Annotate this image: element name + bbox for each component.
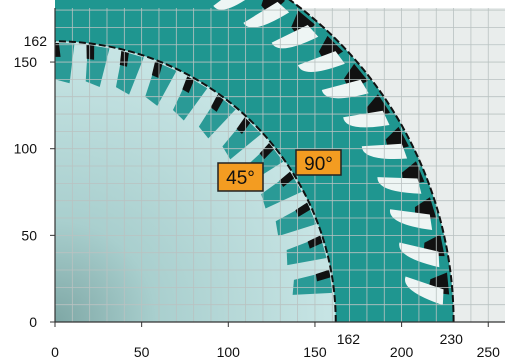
blade-45-tooth-tip xyxy=(86,44,95,60)
blade-90-gullet xyxy=(271,25,319,49)
radius-arcs xyxy=(55,0,455,322)
blade-45-tag-label: 45° xyxy=(226,168,255,189)
x-tick-label: 150 xyxy=(303,344,327,360)
x-tick-label: 100 xyxy=(217,344,241,360)
blade-45-radius-arc xyxy=(55,40,337,322)
blade-45-tooth-tip xyxy=(210,95,224,112)
blade-45-tooth xyxy=(198,95,236,139)
x-tick-label: 250 xyxy=(477,344,501,360)
blade-90-tag-box xyxy=(295,149,342,176)
blade-90-gullet xyxy=(243,1,290,28)
blade-45-tooth-tip xyxy=(151,61,163,78)
blade-90-gullet xyxy=(321,79,369,99)
blade-45-tooth-tip xyxy=(295,202,311,217)
blade-90-tag: 90° xyxy=(295,149,342,176)
blade-90-gullet xyxy=(213,0,245,10)
blade-45-tag: 45° xyxy=(217,162,264,192)
x-tick-label: 50 xyxy=(134,344,150,360)
x-tick-label: 0 xyxy=(51,344,59,360)
blade-45-tag-box xyxy=(217,162,264,192)
blade-90-gullet xyxy=(343,110,390,128)
y-tick-label: 0 xyxy=(29,314,37,330)
blade-45-body xyxy=(55,41,336,322)
tick-labels: 0 50 100 150 200 250 0 50 100 150 162 230 162 xyxy=(14,33,501,360)
x-marked-value-162: 162 xyxy=(337,331,361,347)
blade-90-gullet xyxy=(297,51,345,72)
plot-area xyxy=(55,0,505,322)
blade-45-tooth xyxy=(261,172,302,209)
y-tick-label: 50 xyxy=(21,227,37,243)
blade-90-gullet xyxy=(404,276,444,306)
blade-90-tag-label: 90° xyxy=(304,154,333,175)
blade-45-tooth xyxy=(172,77,208,121)
y-tick-label: 150 xyxy=(14,54,38,70)
axes xyxy=(54,8,505,323)
blade-45-tooth-tip xyxy=(315,269,331,282)
y-marked-value-162: 162 xyxy=(24,33,48,49)
grid xyxy=(55,8,505,322)
blade-90-gullet xyxy=(377,177,422,194)
blade-45-tooth-tip xyxy=(236,117,251,134)
y-tick-label: 100 xyxy=(14,141,38,157)
blade-45-tooth-tip xyxy=(182,76,195,94)
blade-90-gullet xyxy=(389,209,433,231)
blade-45-tooth-tip xyxy=(55,43,61,57)
x-marked-value-230: 230 xyxy=(440,331,464,347)
x-tick-label: 200 xyxy=(390,344,414,360)
blade-90-radius-arc xyxy=(288,0,455,322)
